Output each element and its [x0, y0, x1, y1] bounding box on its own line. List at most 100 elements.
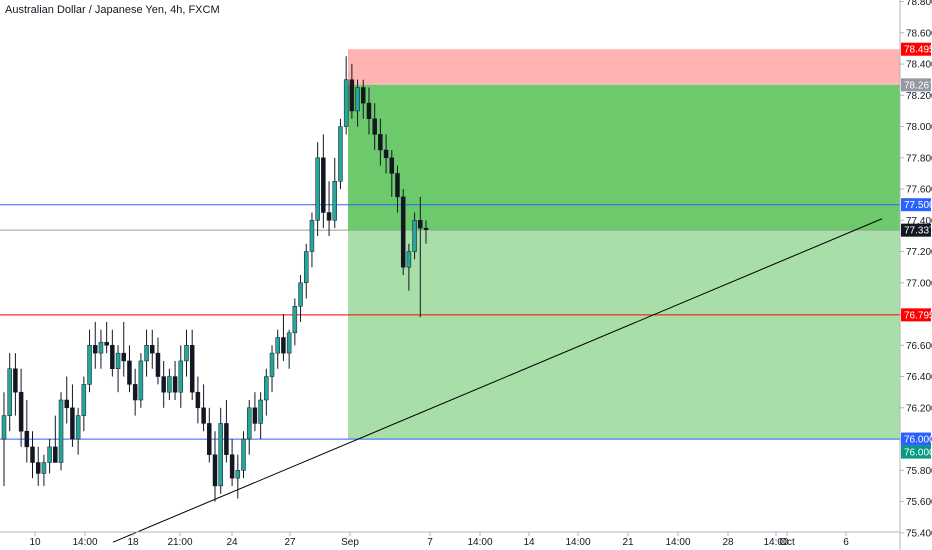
- candle-body: [115, 352, 121, 369]
- candle-body: [92, 345, 98, 354]
- candle-body: [298, 282, 303, 307]
- candle-body: [189, 345, 195, 393]
- price-badge: [901, 223, 931, 237]
- candle-body: [332, 181, 338, 221]
- candle-body: [7, 368, 12, 416]
- time-tick-label: 14:00: [565, 537, 590, 548]
- candle-body: [75, 415, 81, 440]
- time-tick-label: Oct: [779, 537, 795, 548]
- candle-body: [241, 438, 246, 471]
- candle-body: [349, 79, 355, 112]
- time-tick-label: 14: [523, 537, 535, 548]
- profit-zone-remaining: [348, 230, 900, 440]
- price-badge: [901, 78, 931, 92]
- candle-body: [64, 399, 69, 409]
- price-tick-label: 76.200: [906, 403, 932, 414]
- trendline[interactable]: [112, 218, 883, 543]
- price-badge-label: 76.000: [904, 448, 932, 459]
- candle-body: [292, 306, 298, 334]
- candle-body: [167, 376, 172, 393]
- price-tick-label: 77.800: [906, 153, 932, 164]
- candle-body: [47, 446, 52, 463]
- candle-body: [275, 337, 280, 354]
- candle-body: [207, 423, 212, 455]
- candle-body: [30, 446, 35, 463]
- candle-body: [252, 407, 258, 424]
- candle-body: [418, 220, 423, 229]
- time-tick-label: 6: [843, 537, 849, 548]
- candle-body: [246, 407, 252, 440]
- time-tick-label: 21: [622, 537, 634, 548]
- candle-body: [184, 345, 189, 362]
- price-tick-label: 77.200: [906, 247, 932, 258]
- price-badge-label: 78.267: [904, 80, 932, 91]
- stop-loss-zone: [348, 49, 900, 85]
- candle-body: [258, 399, 263, 424]
- price-tick-label: 75.400: [906, 528, 932, 539]
- candle-body: [150, 345, 155, 354]
- time-tick-label: 18: [127, 537, 139, 548]
- price-badge: [901, 42, 931, 56]
- candle-body: [406, 251, 412, 268]
- candle-body: [389, 157, 395, 174]
- price-badge: [901, 432, 931, 446]
- candle-body: [286, 332, 292, 354]
- time-tick-label: 7: [427, 537, 433, 548]
- price-badge-label: 77.337: [904, 226, 932, 237]
- candle-body: [155, 352, 161, 377]
- candle-body: [412, 220, 417, 252]
- candle-body: [264, 376, 269, 401]
- candle-body: [121, 352, 127, 362]
- candle-body: [303, 251, 309, 284]
- candle-body: [13, 368, 18, 393]
- time-tick-label: Sep: [341, 537, 359, 548]
- candle-body: [218, 423, 223, 487]
- price-tick-label: 77.000: [906, 278, 932, 289]
- chart-title: Australian Dollar / Japanese Yen, 4h, FX…: [5, 4, 220, 16]
- candle-body: [127, 360, 132, 385]
- time-tick-label: 14:00: [763, 537, 788, 548]
- price-tick-label: 78.200: [906, 91, 932, 102]
- price-tick-label: 76.400: [906, 372, 932, 383]
- candle-body: [321, 157, 326, 213]
- candle-body: [423, 227, 429, 230]
- candle-body: [224, 423, 229, 455]
- price-tick-label: 76.600: [906, 341, 932, 352]
- candle-body: [338, 126, 343, 182]
- time-tick-label: 14:00: [72, 537, 97, 548]
- price-badge: [901, 308, 931, 322]
- candle-body: [309, 220, 315, 252]
- candle-body: [201, 407, 206, 424]
- candle-body: [58, 399, 64, 463]
- candle-body: [395, 173, 400, 198]
- candle-body: [172, 376, 178, 393]
- candle-body: [378, 134, 383, 151]
- candle-body: [87, 345, 92, 385]
- candle-body: [138, 360, 144, 401]
- price-badge-label: 77.500: [904, 200, 932, 211]
- candle-body: [18, 391, 24, 432]
- price-tick-label: 78.800: [906, 0, 932, 8]
- candle-body: [229, 454, 235, 479]
- candle-body: [366, 102, 372, 119]
- time-tick-label: 14:00: [665, 537, 690, 548]
- time-tick-label: 24: [226, 537, 238, 548]
- candle-body: [104, 341, 109, 346]
- price-badge: [901, 445, 931, 459]
- candle-body: [235, 470, 241, 479]
- candle-body: [195, 391, 201, 409]
- candle-body: [53, 446, 58, 463]
- candle-body: [343, 79, 349, 127]
- candle-body: [132, 384, 138, 401]
- price-tick-label: 75.800: [906, 466, 932, 477]
- candle-body: [400, 196, 406, 268]
- time-tick-label: 27: [284, 537, 296, 548]
- candle-body: [212, 454, 218, 487]
- candle-body: [70, 407, 75, 440]
- candle-body: [98, 341, 104, 354]
- candle-body: [315, 157, 320, 221]
- candle-body: [35, 462, 41, 474]
- price-tick-label: 77.600: [906, 185, 932, 196]
